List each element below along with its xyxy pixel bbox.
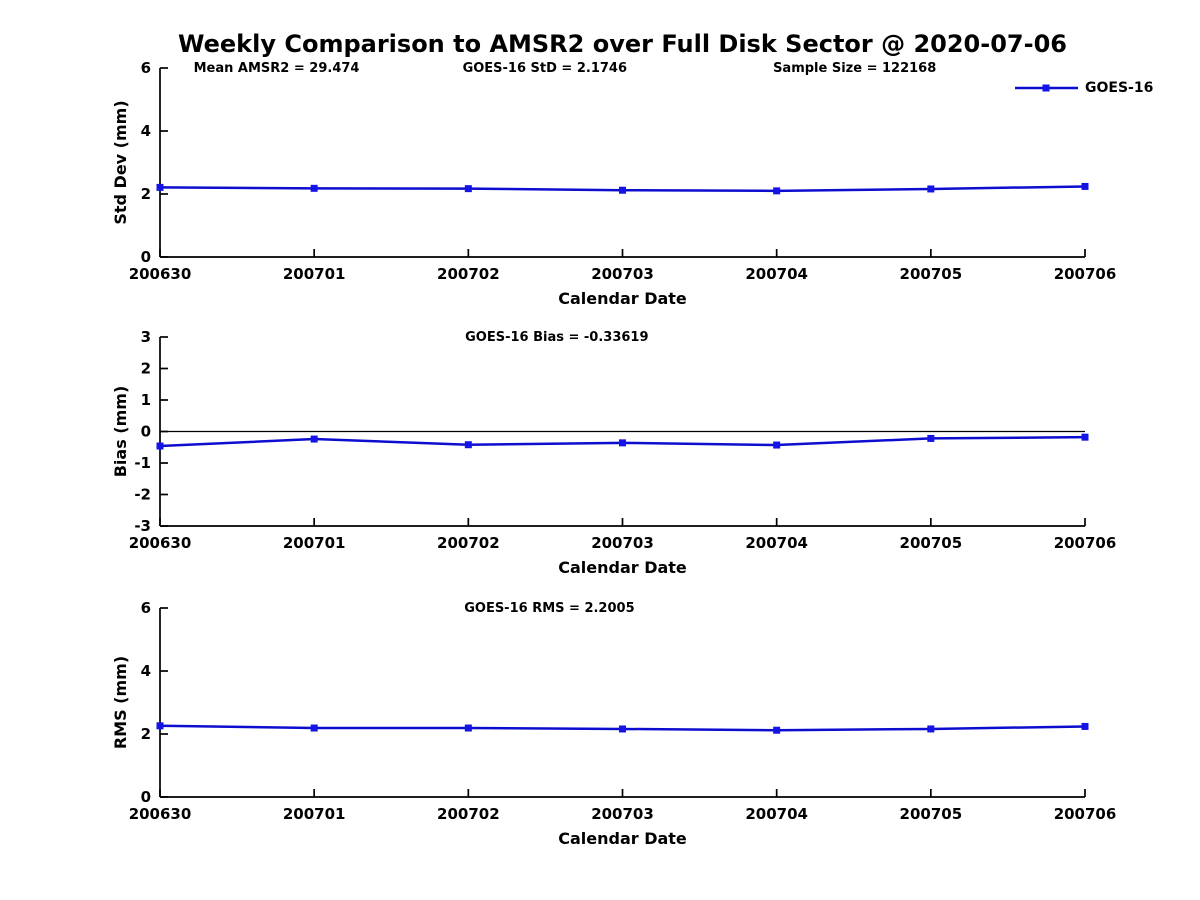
subplot-bias-mm-: -3 -2 -1 0 1 2 3 200630 200701 200702 200703 200704… [111, 328, 1116, 577]
y-tick-label: 3 [141, 328, 151, 346]
x-tick-label: 200701 [283, 534, 346, 552]
x-tick-label: 200706 [1054, 265, 1117, 283]
y-tick-label: -3 [134, 517, 151, 535]
x-tick-label: 200704 [745, 265, 808, 283]
data-marker [310, 724, 318, 732]
x-tick-label: 200705 [900, 265, 963, 283]
x-tick-label: 200703 [591, 805, 654, 823]
stat-annotation: Sample Size = 122168 [773, 61, 936, 76]
y-tick-label: 4 [141, 122, 151, 140]
x-tick-label: 200703 [591, 534, 654, 552]
x-axis-title: Calendar Date [558, 289, 687, 308]
y-tick-label: 2 [141, 360, 151, 378]
y-tick-label: 1 [141, 391, 151, 409]
x-axis-title: Calendar Date [558, 558, 687, 577]
stat-annotation: GOES-16 StD = 2.1746 [463, 61, 627, 76]
y-tick-label: 2 [141, 185, 151, 203]
chart-title: Weekly Comparison to AMSR2 over Full Dis… [178, 30, 1067, 58]
stat-annotation: Mean AMSR2 = 29.474 [194, 61, 360, 76]
x-tick-label: 200706 [1054, 534, 1117, 552]
y-tick-label: 0 [141, 788, 151, 806]
data-marker [1081, 433, 1089, 441]
data-marker [464, 724, 472, 732]
x-axis-title: Calendar Date [558, 829, 687, 848]
x-tick-label: 200704 [745, 534, 808, 552]
data-marker [156, 722, 164, 730]
data-marker [927, 185, 935, 193]
y-tick-label: 0 [141, 248, 151, 266]
y-tick-label: -1 [134, 454, 151, 472]
x-tick-label: 200701 [283, 805, 346, 823]
y-axis-title: Std Dev (mm) [111, 100, 130, 224]
data-marker [619, 439, 626, 447]
data-marker [156, 183, 164, 191]
x-tick-label: 200702 [437, 534, 500, 552]
x-tick-label: 200705 [900, 805, 963, 823]
x-tick-label: 200703 [591, 265, 654, 283]
data-marker [927, 725, 935, 733]
y-tick-label: 6 [141, 59, 151, 77]
x-tick-label: 200630 [129, 534, 192, 552]
data-marker [1081, 182, 1089, 190]
y-tick-label: -2 [134, 486, 151, 504]
y-tick-label: 0 [141, 423, 151, 441]
data-marker [156, 442, 164, 450]
legend-label: GOES-16 [1085, 80, 1153, 96]
y-tick-label: 4 [141, 662, 151, 680]
x-tick-label: 200630 [129, 265, 192, 283]
stat-annotation: GOES-16 Bias = -0.33619 [465, 330, 648, 345]
data-marker [310, 435, 318, 443]
x-tick-label: 200702 [437, 805, 500, 823]
x-tick-label: 200704 [745, 805, 808, 823]
data-marker [619, 725, 626, 733]
y-axis-title: RMS (mm) [111, 656, 130, 749]
x-tick-label: 200705 [900, 534, 963, 552]
data-marker [310, 184, 318, 192]
x-tick-label: 200630 [129, 805, 192, 823]
legend: GOES-16 [1015, 80, 1153, 96]
data-marker [464, 185, 472, 193]
data-marker [773, 726, 781, 734]
x-tick-label: 200706 [1054, 805, 1117, 823]
subplot-std-dev-mm-: 0 2 4 6 200630 200701 200702 200703 200704 200705… [111, 59, 1153, 308]
data-marker [1081, 722, 1089, 730]
data-marker [773, 187, 781, 195]
data-marker [773, 441, 781, 449]
legend-marker [1042, 84, 1050, 92]
x-tick-label: 200701 [283, 265, 346, 283]
data-marker [619, 186, 626, 194]
y-axis-title: Bias (mm) [111, 386, 130, 478]
y-tick-label: 6 [141, 599, 151, 617]
x-tick-label: 200702 [437, 265, 500, 283]
y-tick-label: 2 [141, 725, 151, 743]
data-marker [927, 434, 935, 442]
data-marker [464, 441, 472, 449]
subplot-rms-mm-: 0 2 4 6 200630 200701 200702 200703 200704 200705… [111, 599, 1116, 848]
stat-annotation: GOES-16 RMS = 2.2005 [464, 601, 634, 616]
